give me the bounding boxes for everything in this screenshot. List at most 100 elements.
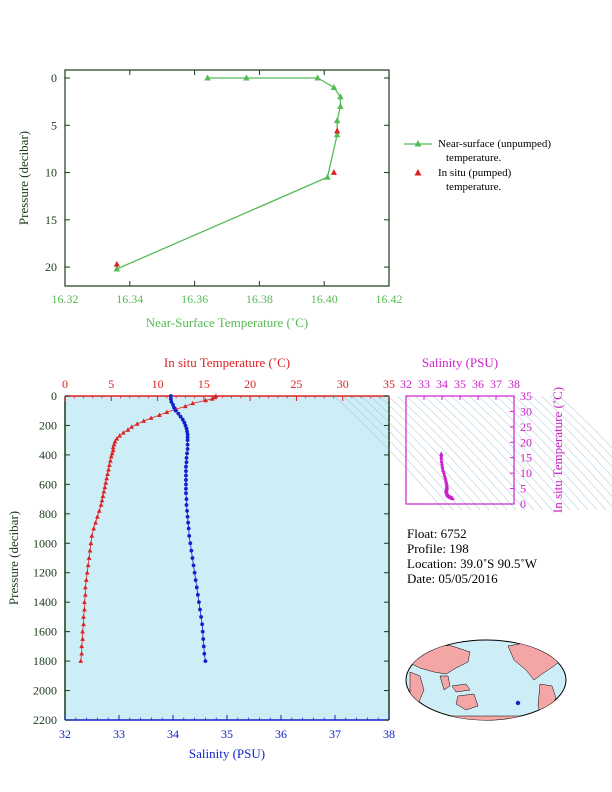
salinity-point (185, 442, 190, 447)
salinity-point (171, 402, 175, 407)
in-situ-point (113, 260, 120, 267)
map-float-location-marker (515, 700, 521, 706)
top-y-tick-label: 0 (51, 71, 57, 85)
salinity-point (185, 429, 189, 434)
temp-tick-label: 25 (290, 377, 302, 391)
ts-y-tick-label: 25 (520, 420, 532, 434)
pressure-tick-label: 2200 (33, 713, 57, 727)
top-x-tick-label: 16.34 (116, 292, 143, 306)
temperature-point (86, 555, 92, 560)
main-y-axis-label: Pressure (decibar) (6, 511, 21, 605)
ts-isopycnal (387, 395, 499, 511)
ts-isopycnal (549, 395, 612, 458)
temperature-point (157, 412, 162, 417)
ts-isopycnal (450, 395, 562, 511)
salinity-point (184, 482, 188, 487)
pressure-tick-label: 2000 (33, 684, 57, 698)
salinity-point (183, 423, 188, 428)
ts-point (441, 470, 446, 475)
temperature-point (83, 592, 88, 597)
top-x-tick-label: 16.36 (181, 292, 208, 306)
ts-isopycnal (459, 395, 571, 511)
ts-isopycnal (486, 395, 598, 511)
ts-y-tick-label: 5 (520, 482, 526, 496)
ts-point (450, 496, 455, 501)
ts-isopycnal (414, 395, 526, 511)
ts-y-tick-label: 20 (520, 435, 532, 449)
ts-x-tick-label: 37 (490, 377, 502, 391)
temperature-point (102, 484, 108, 490)
temperature-point (81, 621, 86, 627)
temp-tick-label: 5 (108, 377, 114, 391)
salinity-point (184, 455, 189, 460)
salinity-point (193, 578, 198, 582)
top-y-axis-label: Pressure (decibar) (16, 131, 31, 225)
temperature-point (78, 658, 84, 663)
temperature-point (83, 584, 88, 590)
ts-x-tick-label: 38 (508, 377, 520, 391)
near-surface-point (314, 74, 321, 81)
near-surface-point (324, 173, 331, 180)
ts-point (442, 473, 447, 477)
near-surface-point (337, 93, 344, 100)
salinity-point (201, 644, 206, 649)
temperature-point (110, 444, 116, 450)
pressure-tick-label: 0 (51, 389, 57, 403)
ts-isopycnal (378, 395, 490, 511)
float-info: Float: 6752 Profile: 198 Location: 39.0˚… (407, 526, 538, 586)
salinity-point (192, 570, 197, 575)
salinity-tick-label: 35 (221, 727, 233, 741)
temperature-point (108, 453, 114, 459)
salinity-point (203, 659, 208, 663)
temperature-point (96, 508, 102, 513)
ts-chart-background (406, 396, 514, 504)
temp-tick-label: 20 (244, 377, 256, 391)
pressure-tick-label: 1800 (33, 654, 57, 668)
salinity-point (189, 548, 194, 553)
temperature-point (98, 502, 104, 507)
info-profile: Profile: 198 (407, 541, 469, 556)
temperature-point (100, 493, 106, 498)
salinity-point (185, 438, 190, 443)
temp-tick-label: 15 (198, 377, 210, 391)
temperature-point (95, 514, 100, 519)
salinity-tick-label: 38 (383, 727, 395, 741)
ts-point (444, 480, 449, 485)
near-surface-series-line (116, 77, 342, 270)
temperature-point (103, 480, 109, 485)
top-x-tick-label: 16.42 (376, 292, 403, 306)
in-situ-point (330, 169, 337, 175)
ts-y-tick-label: 35 (520, 389, 532, 403)
ts-isopycnal (522, 395, 612, 487)
temperature-point (110, 447, 116, 453)
ts-x-axis-label: Salinity (PSU) (422, 355, 498, 370)
temperature-point (79, 651, 85, 656)
info-location: Location: 39.0˚S 90.5˚W (407, 556, 538, 571)
salinity-point (173, 408, 178, 413)
ts-y-tick-label: 30 (520, 404, 532, 418)
top-y-tick-label: 10 (45, 166, 57, 180)
salinity-point (202, 651, 207, 656)
temperature-point (105, 471, 110, 476)
salinity-tick-label: 36 (275, 727, 287, 741)
top-legend: Near-surface (unpumped) temperature. In … (404, 138, 551, 193)
salinity-point (194, 585, 199, 590)
temp-tick-label: 35 (383, 377, 395, 391)
ts-isopycnal (531, 395, 612, 477)
ts-x-tick-label: 36 (472, 377, 484, 391)
salinity-point (186, 520, 191, 525)
salinity-tick-label: 34 (167, 727, 179, 741)
temperature-point (148, 415, 154, 420)
salinity-tick-label: 32 (59, 727, 71, 741)
ts-point (440, 464, 445, 469)
near-surface-point (333, 131, 341, 138)
temperature-point (190, 400, 196, 406)
ts-isopycnal (360, 395, 472, 511)
salinity-point (187, 534, 192, 538)
pressure-tick-label: 600 (39, 477, 57, 491)
ts-isopycnal (441, 395, 553, 511)
pressure-tick-label: 800 (39, 507, 57, 521)
top-x-tick-label: 16.38 (246, 292, 273, 306)
temperature-point (125, 427, 131, 432)
salinity-point (168, 397, 173, 401)
